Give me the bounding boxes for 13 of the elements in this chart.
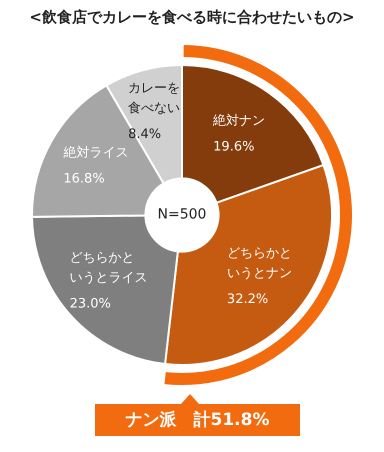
data-label: 8.4% [128,127,162,142]
data-label: 16.8% [63,172,105,187]
slice-label: どちらかというとライス [70,250,148,286]
slice-label: カレーを食べない [128,81,180,116]
text: ナン派 計51.8% [95,404,300,436]
data-label: 23.0% [70,296,111,312]
data-label: 32.2% [226,292,268,308]
slice-label: どちらかというとナン [226,246,292,282]
chart-title: <飲食店でカレーを食べる時に合わせたいもの> [28,8,356,27]
data-label: 19.6% [213,140,254,155]
text: N=500 [158,206,206,223]
slice-label: 絶対ライス [62,144,128,161]
slice-label: 絶対ナン [212,112,266,129]
